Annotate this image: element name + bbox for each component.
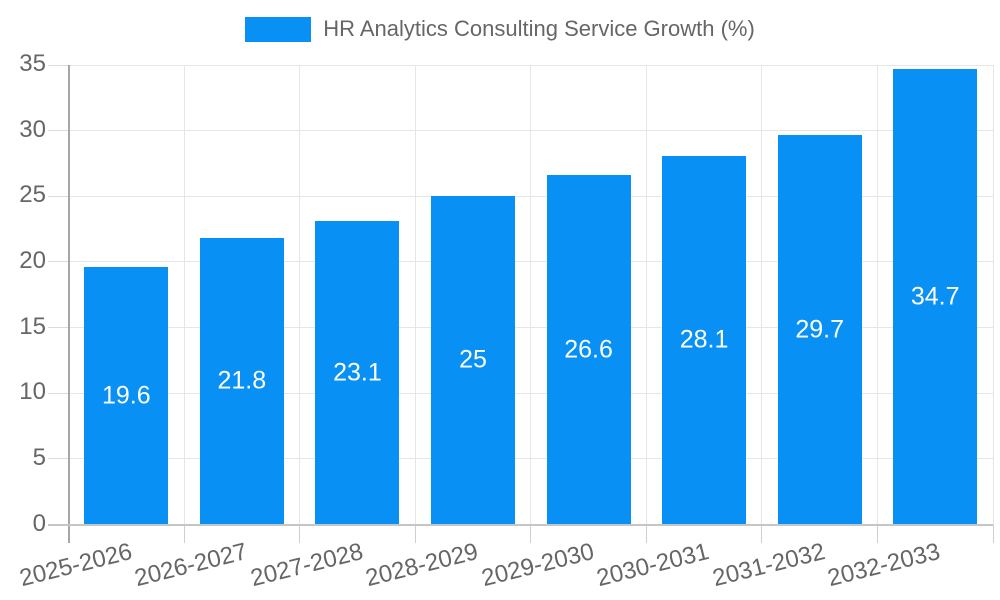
- y-tick-label: 25: [19, 181, 46, 209]
- y-axis-tick: [48, 195, 69, 197]
- bar[interactable]: [662, 155, 747, 525]
- bar[interactable]: [199, 238, 284, 525]
- x-tick-label: 2031-2032: [709, 538, 828, 593]
- gridline-vertical: [992, 65, 994, 525]
- bar-value-label: 21.8: [217, 366, 267, 395]
- y-tick-label: 30: [19, 115, 46, 143]
- x-axis-line: [48, 523, 993, 526]
- y-axis-tick: [48, 392, 69, 394]
- bar-value-label: 26.6: [564, 335, 613, 364]
- x-tick-label: 2028-2029: [363, 538, 482, 593]
- bar-value-label: 23.1: [333, 358, 382, 387]
- y-axis-tick: [48, 327, 69, 329]
- bar-value-label: 28.1: [679, 325, 729, 354]
- gridline-vertical: [530, 65, 532, 525]
- x-axis-tick: [645, 524, 647, 543]
- bar-value-label: 29.7: [795, 315, 844, 344]
- x-axis-tick: [876, 524, 878, 543]
- x-tick-label: 2026-2027: [131, 538, 250, 593]
- y-axis-tick: [48, 130, 69, 132]
- bar-value-label: 19.6: [101, 381, 151, 410]
- x-tick-label: 2025-2026: [16, 538, 135, 593]
- legend-label: HR Analytics Consulting Service Growth (…: [323, 16, 755, 41]
- bar-value-label: 25: [459, 345, 487, 374]
- x-tick-label: 2027-2028: [247, 538, 366, 593]
- x-axis-tick: [183, 524, 185, 543]
- y-tick-label: 10: [19, 378, 46, 406]
- x-tick-label: 2029-2030: [478, 538, 597, 593]
- bar[interactable]: [893, 68, 978, 525]
- bar[interactable]: [315, 221, 400, 525]
- y-axis-line: [67, 65, 70, 543]
- gridline-vertical: [414, 65, 416, 525]
- bar[interactable]: [430, 196, 515, 525]
- x-axis-tick: [992, 524, 994, 543]
- gridline-vertical: [645, 65, 647, 525]
- y-tick-label: 5: [32, 443, 46, 471]
- gridline-vertical: [876, 65, 878, 525]
- chart-legend-item[interactable]: HR Analytics Consulting Service Growth (…: [0, 14, 1000, 44]
- x-axis-tick: [761, 524, 763, 543]
- x-axis-tick: [299, 524, 301, 543]
- y-axis-tick: [48, 261, 69, 263]
- y-axis-tick: [48, 64, 69, 66]
- y-tick-label: 20: [19, 246, 46, 274]
- legend-swatch: [245, 16, 312, 42]
- x-axis-tick: [530, 524, 532, 543]
- bar[interactable]: [546, 175, 631, 525]
- x-tick-label: 2032-2033: [825, 538, 944, 593]
- x-tick-label: 2030-2031: [594, 538, 713, 593]
- y-tick-label: 35: [19, 50, 46, 78]
- y-axis-tick: [48, 458, 69, 460]
- bar[interactable]: [777, 134, 862, 525]
- gridline-vertical: [183, 65, 185, 525]
- bar-value-label: 34.7: [910, 282, 960, 311]
- x-axis-tick: [414, 524, 416, 543]
- gridline-vertical: [761, 65, 763, 525]
- gridline-vertical: [299, 65, 301, 525]
- bar[interactable]: [84, 267, 169, 525]
- y-tick-label: 0: [32, 509, 46, 537]
- y-tick-label: 15: [19, 312, 46, 340]
